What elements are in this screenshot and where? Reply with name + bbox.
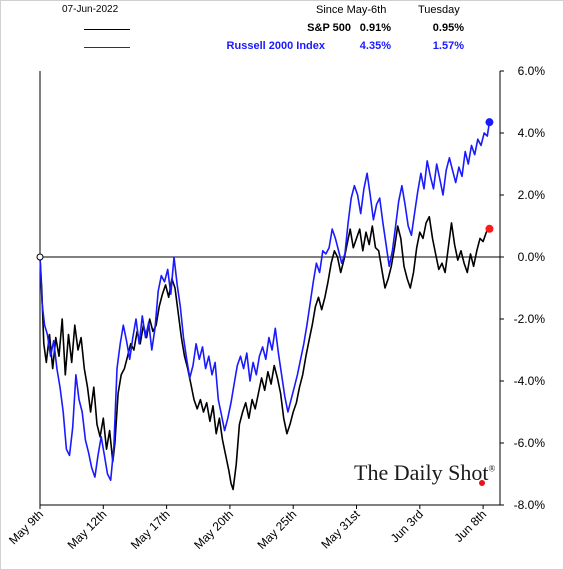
y-tick-label: -2.0%: [514, 312, 546, 326]
y-tick-label: 2.0%: [518, 188, 546, 202]
y-tick-label: 4.0%: [518, 126, 546, 140]
x-tick-label: May 17th: [128, 507, 173, 552]
sp500-end-point: [485, 224, 494, 233]
watermark: The Daily Shot®: [354, 460, 495, 486]
chart-date: 07-Jun-2022: [62, 4, 119, 15]
y-tick-label: -4.0%: [514, 374, 546, 388]
x-tick-label: May 25th: [255, 507, 300, 552]
x-tick-label: May 9th: [6, 507, 46, 547]
tuesday-header: Tuesday: [418, 4, 460, 16]
x-tick-label: May 31st: [318, 507, 363, 552]
x-tick-label: Jun 3rd: [388, 507, 426, 545]
legend-label-sp500: S&P 500: [307, 22, 351, 34]
x-tick-label: May 12th: [65, 507, 110, 552]
sp500-since-value: 0.91%: [359, 22, 391, 34]
russell-since-value: 4.35%: [359, 40, 391, 52]
y-tick-label: 0.0%: [518, 250, 546, 264]
legend-line-sp500: [84, 29, 130, 30]
y-tick-label: -6.0%: [514, 436, 546, 450]
start-point-marker: [36, 253, 44, 261]
x-tick-label: Jun 8th: [451, 507, 489, 545]
watermark-dot: [479, 480, 485, 486]
since-header: Since May-6th: [316, 4, 387, 16]
y-tick-label: 6.0%: [518, 64, 546, 78]
watermark-mark: ®: [488, 463, 496, 474]
y-tick-label: -8.0%: [514, 498, 546, 512]
legend-line-russell: [84, 47, 130, 48]
series-line-russell-2000-index: [39, 122, 491, 481]
sp500-tuesday-value: 0.95%: [432, 22, 464, 34]
x-tick-label: May 20th: [191, 507, 236, 552]
legend-label-russell: Russell 2000 Index: [226, 40, 325, 52]
russell-end-point: [485, 118, 494, 127]
watermark-text: The Daily Shot: [354, 460, 489, 485]
russell-tuesday-value: 1.57%: [432, 40, 464, 52]
